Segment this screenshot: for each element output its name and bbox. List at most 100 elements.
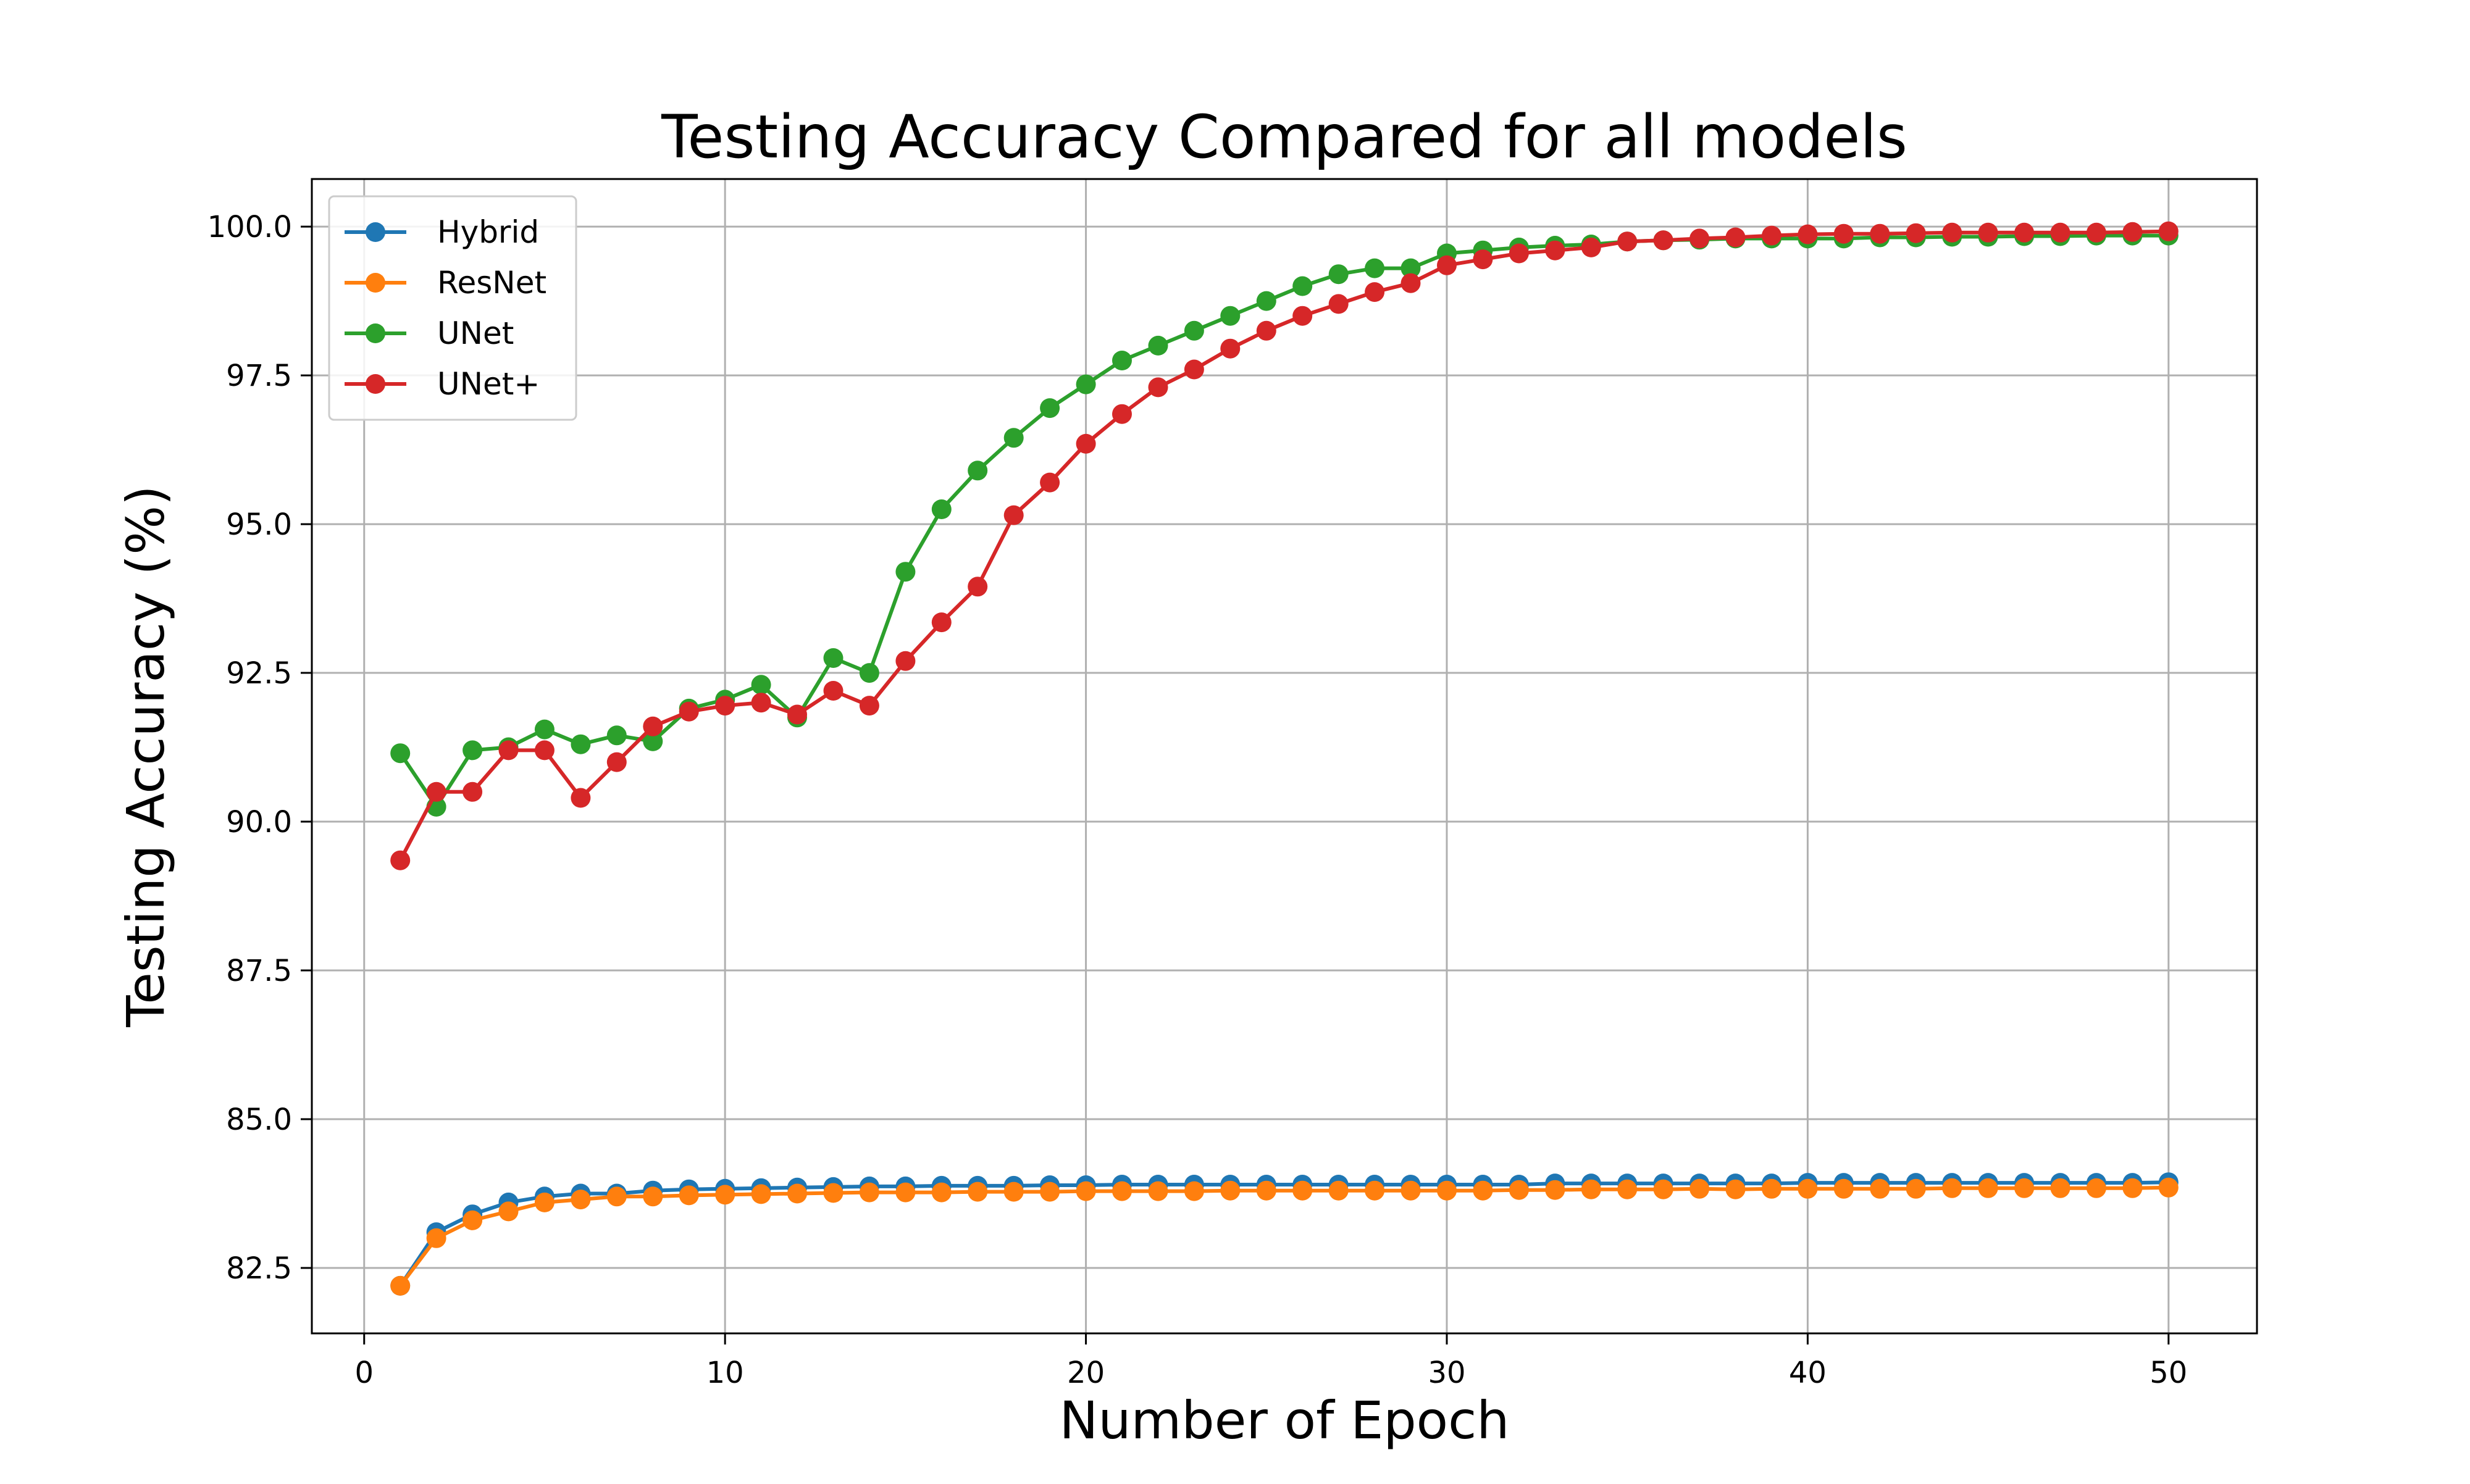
- data-point-unet-plus: [1400, 273, 1421, 293]
- y-tick-label: 82.5: [226, 1251, 292, 1286]
- data-point-resnet: [390, 1275, 411, 1296]
- data-point-unet-plus: [715, 696, 735, 716]
- axis-ticks: 0 10 20 30 40 50 82.5 85.0 87.5 90.0 92.5 95.0 97.5 1…: [207, 210, 2188, 1390]
- data-point-resnet: [968, 1182, 988, 1202]
- data-point-unet-plus: [1292, 306, 1313, 326]
- plot-area-frame: [311, 178, 2258, 1335]
- data-point-unet-plus: [1040, 472, 1060, 493]
- data-point-resnet: [1328, 1180, 1349, 1201]
- y-axis-label: Testing Accuracy (%): [115, 485, 176, 1028]
- data-point-unet-plus: [534, 740, 555, 761]
- data-point-unet-plus: [498, 740, 519, 761]
- legend-marker: [366, 374, 385, 394]
- data-point-unet-plus: [1184, 359, 1204, 380]
- data-point-resnet: [571, 1190, 591, 1210]
- data-point-resnet: [679, 1185, 699, 1206]
- x-tick-label: 50: [2150, 1356, 2187, 1390]
- data-point-unet: [606, 725, 627, 746]
- data-point-resnet: [1003, 1182, 1024, 1202]
- legend-marker: [366, 222, 385, 242]
- grid: [312, 179, 2257, 1333]
- data-point-unet-plus: [823, 681, 844, 701]
- legend-entry-resnet: ResNet: [345, 265, 546, 301]
- data-point-unet: [463, 740, 483, 761]
- data-point-unet: [643, 731, 663, 751]
- data-point-unet: [1184, 320, 1204, 341]
- data-point-unet-plus: [1762, 225, 1781, 246]
- data-point-unet-plus: [1798, 224, 1818, 244]
- chart-title: Testing Accuracy Compared for all models: [661, 102, 1907, 172]
- x-tick-label: 0: [354, 1356, 374, 1390]
- data-point-resnet: [1978, 1178, 1998, 1198]
- series-resnet: [390, 1177, 2179, 1296]
- data-point-resnet: [1076, 1181, 1096, 1201]
- data-point-unet-plus: [606, 752, 627, 772]
- data-point-resnet: [931, 1182, 952, 1203]
- legend-marker: [366, 273, 385, 293]
- data-point-unet: [751, 675, 771, 695]
- y-tick-label: 95.0: [226, 507, 292, 542]
- data-point-resnet: [1184, 1181, 1204, 1201]
- data-point-unet-plus: [463, 782, 483, 802]
- data-point-unet-plus: [1112, 404, 1132, 424]
- data-point-unet-plus: [1256, 320, 1276, 341]
- data-point-unet-plus: [1148, 377, 1168, 398]
- data-point-unet-plus: [1437, 255, 1457, 275]
- data-point-unet: [1076, 374, 1096, 394]
- data-point-unet-plus: [571, 788, 591, 808]
- data-point-unet-plus: [751, 693, 771, 713]
- x-tick-label: 30: [1428, 1356, 1465, 1390]
- data-point-resnet: [463, 1210, 483, 1230]
- data-point-unet-plus: [1617, 231, 1638, 252]
- series-layer: [390, 221, 2179, 1296]
- legend-label: UNet: [437, 315, 514, 351]
- data-point-resnet: [1256, 1180, 1276, 1201]
- x-axis-label: Number of Epoch: [1059, 1390, 1509, 1451]
- data-point-unet: [895, 562, 916, 582]
- y-tick-label: 92.5: [226, 656, 292, 691]
- data-point-unet-plus: [1076, 433, 1096, 454]
- data-point-unet: [1220, 306, 1241, 326]
- data-point-resnet: [1040, 1182, 1060, 1202]
- data-point-resnet: [2014, 1178, 2035, 1198]
- legend-box: [328, 195, 577, 421]
- legend-marker: [366, 323, 385, 343]
- data-point-resnet: [534, 1192, 555, 1212]
- data-point-unet-plus: [426, 782, 446, 802]
- data-point-unet-plus: [1653, 230, 1673, 251]
- data-point-unet-plus: [1473, 249, 1493, 270]
- legend-entry-unet-plus: UNet+: [345, 366, 540, 402]
- data-point-unet: [823, 648, 844, 668]
- data-point-unet: [1292, 276, 1313, 296]
- data-point-unet-plus: [2158, 221, 2179, 241]
- data-point-unet: [390, 743, 411, 764]
- data-point-resnet: [1725, 1179, 1746, 1199]
- data-point-unet: [534, 719, 555, 740]
- data-point-unet-plus: [931, 612, 952, 633]
- data-point-unet: [1256, 291, 1276, 311]
- data-point-resnet: [1617, 1179, 1638, 1199]
- data-point-unet-plus: [1870, 223, 1890, 244]
- data-point-resnet: [787, 1183, 807, 1204]
- data-point-resnet: [1798, 1178, 1818, 1199]
- data-point-unet-plus: [1509, 243, 1529, 264]
- data-point-resnet: [2086, 1178, 2106, 1198]
- data-point-resnet: [1509, 1180, 1529, 1200]
- data-point-unet-plus: [643, 716, 663, 736]
- data-point-unet-plus: [2122, 222, 2143, 242]
- data-point-resnet: [1400, 1180, 1421, 1201]
- data-point-resnet: [2122, 1178, 2143, 1198]
- data-point-resnet: [1365, 1180, 1385, 1201]
- data-point-unet: [1365, 258, 1385, 278]
- x-tick-label: 20: [1067, 1356, 1105, 1390]
- data-point-unet-plus: [787, 704, 807, 725]
- data-point-resnet: [1906, 1178, 1926, 1199]
- y-tick-label: 85.0: [226, 1103, 292, 1137]
- data-point-unet-plus: [1581, 237, 1601, 257]
- y-tick-label: 90.0: [226, 805, 292, 840]
- data-point-resnet: [1292, 1180, 1313, 1201]
- data-point-resnet: [643, 1186, 663, 1207]
- data-point-unet-plus: [390, 850, 411, 870]
- data-point-unet: [1003, 428, 1024, 448]
- data-point-resnet: [1220, 1180, 1241, 1201]
